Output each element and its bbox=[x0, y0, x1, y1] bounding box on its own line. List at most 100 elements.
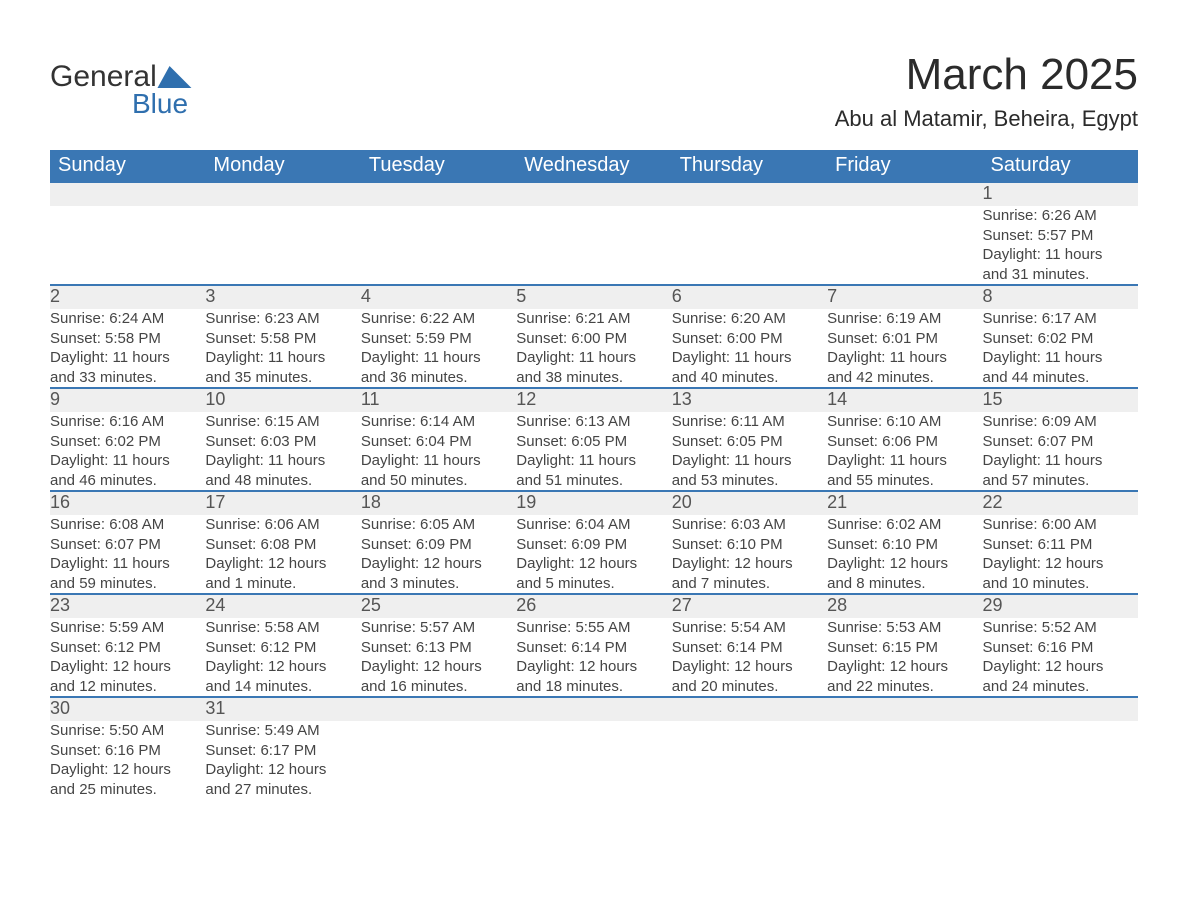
logo: General Blue bbox=[50, 60, 193, 120]
day-number-cell: 18 bbox=[361, 491, 516, 515]
day-data-cell: Sunrise: 6:04 AMSunset: 6:09 PMDaylight:… bbox=[516, 515, 671, 594]
day-number-cell bbox=[361, 182, 516, 206]
day-dl2: and 36 minutes. bbox=[361, 368, 516, 388]
day-dl1: Daylight: 12 hours bbox=[672, 657, 827, 677]
day-dl1: Daylight: 11 hours bbox=[516, 348, 671, 368]
day-number-cell bbox=[827, 697, 982, 721]
day-dl1: Daylight: 11 hours bbox=[205, 451, 360, 471]
day-dl2: and 27 minutes. bbox=[205, 780, 360, 800]
day-number: 14 bbox=[827, 389, 847, 409]
day-number: 3 bbox=[205, 286, 215, 306]
day-dl2: and 48 minutes. bbox=[205, 471, 360, 491]
day-number-cell bbox=[50, 182, 205, 206]
day-number-row: 2345678 bbox=[50, 285, 1138, 309]
day-dl1: Daylight: 12 hours bbox=[827, 554, 982, 574]
day-sunrise: Sunrise: 6:24 AM bbox=[50, 309, 205, 329]
day-sunset: Sunset: 6:16 PM bbox=[50, 741, 205, 761]
day-sunrise: Sunrise: 5:49 AM bbox=[205, 721, 360, 741]
calendar-table: Sunday Monday Tuesday Wednesday Thursday… bbox=[50, 150, 1138, 799]
day-number-cell bbox=[205, 182, 360, 206]
day-number: 30 bbox=[50, 698, 70, 718]
day-dl2: and 24 minutes. bbox=[983, 677, 1138, 697]
day-dl1: Daylight: 11 hours bbox=[50, 451, 205, 471]
day-number: 16 bbox=[50, 492, 70, 512]
day-number-cell: 24 bbox=[205, 594, 360, 618]
day-number-cell: 29 bbox=[983, 594, 1138, 618]
day-data-row: Sunrise: 5:59 AMSunset: 6:12 PMDaylight:… bbox=[50, 618, 1138, 697]
weekday-header: Sunday bbox=[50, 150, 205, 182]
day-number-cell: 31 bbox=[205, 697, 360, 721]
logo-text-blue: Blue bbox=[132, 88, 193, 120]
day-number-cell: 23 bbox=[50, 594, 205, 618]
day-data-cell: Sunrise: 6:22 AMSunset: 5:59 PMDaylight:… bbox=[361, 309, 516, 388]
day-dl2: and 44 minutes. bbox=[983, 368, 1138, 388]
day-number: 11 bbox=[361, 389, 380, 409]
day-dl1: Daylight: 11 hours bbox=[516, 451, 671, 471]
day-number: 21 bbox=[827, 492, 847, 512]
day-number-cell: 17 bbox=[205, 491, 360, 515]
weekday-header: Friday bbox=[827, 150, 982, 182]
day-dl1: Daylight: 12 hours bbox=[205, 657, 360, 677]
day-data-cell: Sunrise: 6:08 AMSunset: 6:07 PMDaylight:… bbox=[50, 515, 205, 594]
day-dl2: and 53 minutes. bbox=[672, 471, 827, 491]
day-sunrise: Sunrise: 6:23 AM bbox=[205, 309, 360, 329]
day-dl2: and 20 minutes. bbox=[672, 677, 827, 697]
day-data-cell: Sunrise: 6:15 AMSunset: 6:03 PMDaylight:… bbox=[205, 412, 360, 491]
day-number-cell: 2 bbox=[50, 285, 205, 309]
day-dl2: and 31 minutes. bbox=[983, 265, 1138, 285]
title-block: March 2025 Abu al Matamir, Beheira, Egyp… bbox=[835, 50, 1138, 132]
day-number-cell: 6 bbox=[672, 285, 827, 309]
day-number-cell bbox=[983, 697, 1138, 721]
day-sunset: Sunset: 6:17 PM bbox=[205, 741, 360, 761]
day-data-cell: Sunrise: 6:06 AMSunset: 6:08 PMDaylight:… bbox=[205, 515, 360, 594]
day-dl1: Daylight: 11 hours bbox=[827, 451, 982, 471]
day-dl2: and 33 minutes. bbox=[50, 368, 205, 388]
day-number: 18 bbox=[361, 492, 381, 512]
day-sunset: Sunset: 6:00 PM bbox=[672, 329, 827, 349]
day-sunset: Sunset: 6:10 PM bbox=[672, 535, 827, 555]
day-number-cell bbox=[516, 697, 671, 721]
day-sunrise: Sunrise: 6:11 AM bbox=[672, 412, 827, 432]
day-data-cell: Sunrise: 5:50 AMSunset: 6:16 PMDaylight:… bbox=[50, 721, 205, 799]
day-number-cell: 14 bbox=[827, 388, 982, 412]
day-number-cell: 9 bbox=[50, 388, 205, 412]
day-data-cell bbox=[50, 206, 205, 285]
page-subtitle: Abu al Matamir, Beheira, Egypt bbox=[835, 106, 1138, 132]
day-number: 9 bbox=[50, 389, 60, 409]
day-data-cell: Sunrise: 5:57 AMSunset: 6:13 PMDaylight:… bbox=[361, 618, 516, 697]
day-data-cell bbox=[827, 206, 982, 285]
day-data-cell: Sunrise: 6:02 AMSunset: 6:10 PMDaylight:… bbox=[827, 515, 982, 594]
day-number: 25 bbox=[361, 595, 381, 615]
day-sunrise: Sunrise: 5:57 AM bbox=[361, 618, 516, 638]
day-dl2: and 38 minutes. bbox=[516, 368, 671, 388]
weekday-header: Thursday bbox=[672, 150, 827, 182]
day-data-cell: Sunrise: 6:10 AMSunset: 6:06 PMDaylight:… bbox=[827, 412, 982, 491]
day-sunrise: Sunrise: 5:52 AM bbox=[983, 618, 1138, 638]
day-dl2: and 35 minutes. bbox=[205, 368, 360, 388]
day-dl1: Daylight: 12 hours bbox=[516, 657, 671, 677]
day-dl1: Daylight: 12 hours bbox=[361, 657, 516, 677]
day-number-cell: 16 bbox=[50, 491, 205, 515]
day-data-cell: Sunrise: 6:14 AMSunset: 6:04 PMDaylight:… bbox=[361, 412, 516, 491]
day-sunset: Sunset: 5:57 PM bbox=[983, 226, 1138, 246]
day-sunrise: Sunrise: 6:06 AM bbox=[205, 515, 360, 535]
weekday-header: Wednesday bbox=[516, 150, 671, 182]
day-sunrise: Sunrise: 5:55 AM bbox=[516, 618, 671, 638]
day-data-cell bbox=[672, 206, 827, 285]
weekday-header: Monday bbox=[205, 150, 360, 182]
day-dl2: and 5 minutes. bbox=[516, 574, 671, 594]
day-number-cell: 11 bbox=[361, 388, 516, 412]
day-number: 19 bbox=[516, 492, 536, 512]
day-data-row: Sunrise: 6:16 AMSunset: 6:02 PMDaylight:… bbox=[50, 412, 1138, 491]
day-data-cell: Sunrise: 5:53 AMSunset: 6:15 PMDaylight:… bbox=[827, 618, 982, 697]
day-number: 7 bbox=[827, 286, 837, 306]
day-number: 31 bbox=[205, 698, 225, 718]
day-sunset: Sunset: 5:58 PM bbox=[50, 329, 205, 349]
day-number: 13 bbox=[672, 389, 692, 409]
day-sunrise: Sunrise: 6:19 AM bbox=[827, 309, 982, 329]
day-dl1: Daylight: 12 hours bbox=[205, 760, 360, 780]
day-data-cell: Sunrise: 6:23 AMSunset: 5:58 PMDaylight:… bbox=[205, 309, 360, 388]
day-data-cell: Sunrise: 6:19 AMSunset: 6:01 PMDaylight:… bbox=[827, 309, 982, 388]
day-dl2: and 42 minutes. bbox=[827, 368, 982, 388]
day-number-cell bbox=[672, 697, 827, 721]
